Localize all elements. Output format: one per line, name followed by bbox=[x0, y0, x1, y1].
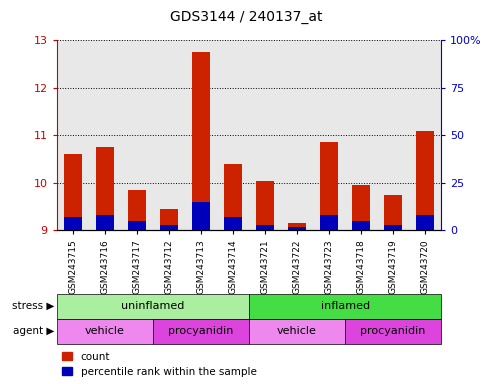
Bar bbox=[417, 131, 434, 230]
Text: inflamed: inflamed bbox=[320, 301, 370, 311]
Bar bbox=[192, 52, 210, 230]
Bar bbox=[288, 223, 306, 230]
Bar bbox=[192, 202, 210, 230]
Text: procyanidin: procyanidin bbox=[168, 326, 234, 336]
Text: GDS3144 / 240137_at: GDS3144 / 240137_at bbox=[170, 10, 323, 23]
Bar bbox=[320, 142, 338, 230]
Text: vehicle: vehicle bbox=[277, 326, 317, 336]
Bar bbox=[160, 225, 177, 230]
Bar bbox=[385, 225, 402, 230]
Bar bbox=[96, 147, 113, 230]
Bar bbox=[160, 209, 177, 230]
Text: uninflamed: uninflamed bbox=[121, 301, 184, 311]
Bar bbox=[417, 215, 434, 230]
Text: agent ▶: agent ▶ bbox=[13, 326, 54, 336]
Legend: count, percentile rank within the sample: count, percentile rank within the sample bbox=[62, 352, 256, 377]
Bar bbox=[320, 215, 338, 230]
Bar bbox=[64, 217, 81, 230]
Bar bbox=[224, 164, 242, 230]
Bar bbox=[385, 195, 402, 230]
Text: stress ▶: stress ▶ bbox=[12, 301, 54, 311]
Bar bbox=[256, 180, 274, 230]
Bar bbox=[352, 221, 370, 230]
Text: vehicle: vehicle bbox=[85, 326, 125, 336]
Bar bbox=[352, 185, 370, 230]
Bar bbox=[224, 217, 242, 230]
Bar bbox=[64, 154, 81, 230]
Text: procyanidin: procyanidin bbox=[360, 326, 426, 336]
Bar bbox=[96, 215, 113, 230]
Bar bbox=[288, 227, 306, 230]
Bar bbox=[256, 225, 274, 230]
Bar bbox=[128, 190, 145, 230]
Bar bbox=[128, 221, 145, 230]
